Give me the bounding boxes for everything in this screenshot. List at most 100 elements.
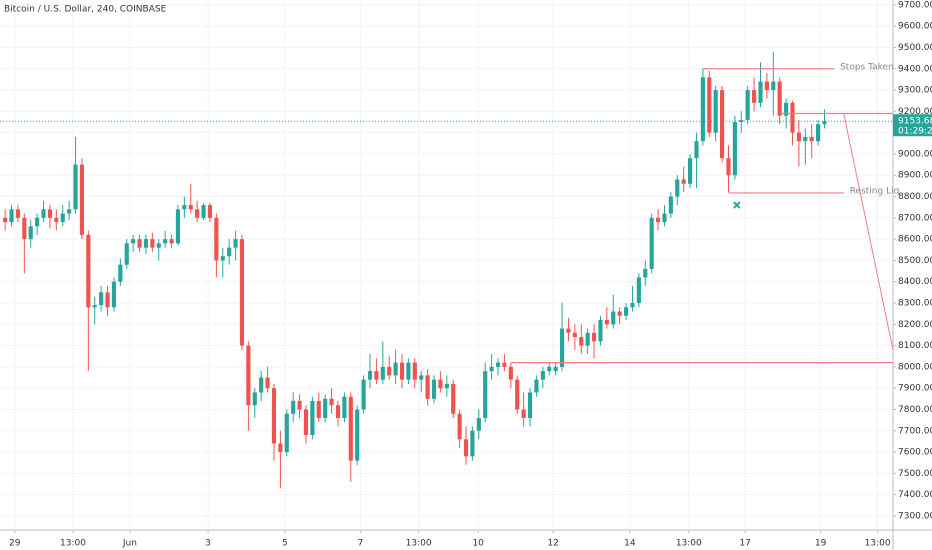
- candle-body: [803, 136, 808, 142]
- candle-body: [131, 239, 136, 244]
- candle-body: [259, 377, 264, 393]
- x-tick-label: 17: [739, 539, 750, 549]
- x-tick-label: 19: [815, 539, 827, 549]
- candle-body: [355, 409, 360, 461]
- candle-body: [643, 268, 648, 278]
- candle-body: [444, 383, 449, 389]
- candle-body: [623, 307, 629, 316]
- y-tick-label: 9700.00: [898, 0, 932, 10]
- candle-body: [502, 362, 507, 367]
- candle-body: [118, 264, 123, 282]
- marker: [733, 201, 741, 209]
- candle-body: [553, 366, 558, 372]
- candle-body: [764, 81, 769, 91]
- y-tick-label: 9600.00: [898, 22, 932, 32]
- candle-body: [323, 398, 328, 418]
- candle-body: [175, 209, 181, 244]
- x-tick-label: 13:00: [406, 539, 432, 549]
- candle-body: [591, 332, 597, 342]
- candle-body: [758, 81, 763, 103]
- candle-body: [361, 379, 366, 410]
- x-tick-label: 10: [472, 539, 484, 549]
- candle-body: [559, 328, 565, 367]
- candle-body: [214, 217, 219, 261]
- candle-body: [111, 281, 117, 308]
- candle-body: [816, 124, 821, 142]
- candle-body: [28, 226, 33, 240]
- x-tick-label: 14: [624, 539, 636, 549]
- candle-body: [399, 362, 405, 380]
- y-tick-label: 8200.00: [898, 320, 932, 330]
- y-tick-label: 8600.00: [898, 235, 932, 245]
- candle-body: [681, 179, 686, 184]
- y-tick-label: 9200.00: [898, 107, 932, 117]
- y-tick-label: 8100.00: [898, 341, 932, 351]
- candle-body: [246, 345, 251, 406]
- projection-line: [843, 113, 893, 350]
- y-tick-label: 9000.00: [898, 149, 932, 159]
- y-tick-label: 7500.00: [898, 469, 932, 479]
- candle-body: [572, 332, 577, 338]
- y-tick-label: 8700.00: [898, 213, 932, 223]
- candle-body: [566, 328, 571, 333]
- candle-body: [604, 320, 609, 325]
- x-tick-label: 5: [282, 539, 288, 549]
- candle-body: [822, 121, 827, 125]
- candle-body: [483, 371, 488, 418]
- last-price-box: [893, 114, 932, 137]
- candle-body: [720, 90, 725, 159]
- candle-body: [463, 439, 469, 457]
- candle-body: [220, 256, 225, 261]
- candle-body: [207, 205, 213, 218]
- candle-body: [598, 320, 603, 342]
- candle-body: [777, 81, 782, 116]
- candle-body: [348, 396, 353, 461]
- candle-body: [521, 409, 526, 418]
- candle-body: [425, 375, 430, 399]
- candle-body: [406, 362, 411, 380]
- y-tick-label: 7600.00: [898, 448, 932, 458]
- candle-body: [92, 305, 97, 308]
- candle-body: [470, 430, 475, 457]
- candle-body: [393, 362, 398, 376]
- candle-body: [495, 362, 501, 367]
- y-tick-label: 9300.00: [898, 86, 932, 96]
- y-tick-label: 7800.00: [898, 405, 932, 415]
- y-tick-label: 8500.00: [898, 256, 932, 266]
- candle-body: [150, 239, 155, 248]
- candle-body: [700, 77, 705, 142]
- x-tick-label: 7: [358, 539, 364, 549]
- candle-body: [67, 209, 72, 214]
- candle-body: [41, 209, 46, 218]
- countdown-label: 01:29:20: [898, 127, 932, 137]
- candle-body: [163, 239, 168, 244]
- candle-body: [431, 379, 437, 399]
- x-tick-label: 13:00: [865, 539, 891, 549]
- candle-body: [713, 90, 718, 133]
- candle-body: [47, 209, 53, 218]
- candle-body: [457, 413, 462, 440]
- candle-body: [419, 375, 424, 380]
- candle-body: [675, 179, 680, 197]
- candle-body: [527, 392, 533, 418]
- candle-body: [476, 417, 481, 431]
- candle-body: [9, 209, 14, 223]
- candle-body: [73, 164, 78, 210]
- y-tick-label: 9400.00: [898, 64, 932, 74]
- candle-body: [534, 379, 539, 393]
- candle-body: [668, 196, 673, 214]
- x-tick-label: 12: [547, 539, 558, 549]
- candle-body: [54, 217, 59, 223]
- y-tick-label: 7900.00: [898, 384, 932, 394]
- candle-body: [86, 234, 91, 308]
- y-tick-label: 8400.00: [898, 277, 932, 287]
- x-tick-label: 3: [205, 539, 211, 549]
- candle-body: [271, 388, 277, 444]
- candle-body: [508, 366, 513, 380]
- candle-body: [745, 90, 750, 120]
- level-label: Resting Liq: [850, 186, 900, 196]
- y-tick-label: 8800.00: [898, 192, 932, 202]
- candle-body: [617, 311, 622, 316]
